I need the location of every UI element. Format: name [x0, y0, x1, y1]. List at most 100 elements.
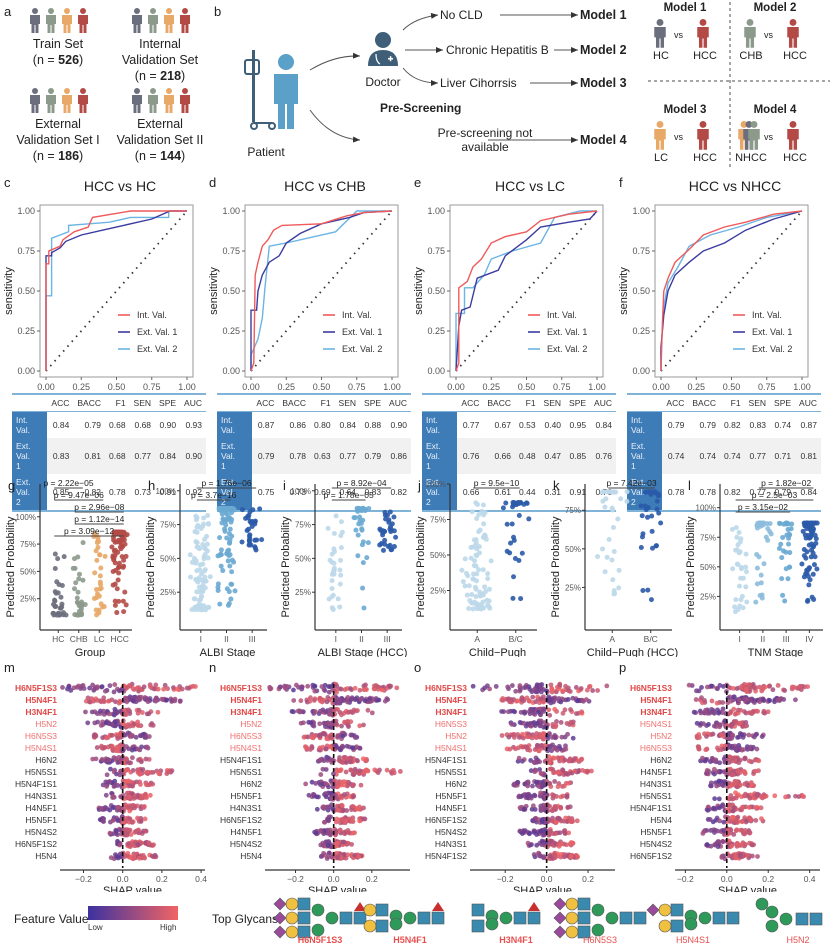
data-point	[487, 605, 493, 611]
shap-row	[291, 694, 391, 706]
data-point	[360, 505, 366, 511]
shap-point	[552, 779, 558, 784]
data-point	[355, 553, 361, 559]
shap-point	[584, 687, 590, 693]
shap-row	[108, 850, 159, 862]
data-point	[59, 583, 65, 589]
table-column-header: BACC	[73, 394, 105, 412]
p-value-label: p = 2.96e−08	[74, 502, 124, 512]
data-point	[215, 587, 221, 593]
feature-label: H4N5F1	[435, 803, 467, 813]
shap-point	[350, 745, 355, 751]
table-cell: 0.66	[483, 438, 515, 474]
shap-row	[318, 850, 365, 861]
shap-point	[342, 755, 348, 760]
shap-point	[720, 700, 726, 705]
table-cell: 0.90	[390, 420, 407, 430]
data-point	[191, 596, 197, 602]
shap-point	[753, 768, 758, 774]
table-column-header: AUC	[795, 394, 821, 412]
shap-point	[136, 685, 142, 690]
table-cell: 0.74	[662, 438, 689, 474]
table-cell: 0.74	[688, 438, 720, 474]
data-point	[200, 582, 206, 588]
shap-point	[541, 699, 546, 705]
shap-point	[124, 767, 130, 773]
data-point	[74, 612, 80, 618]
data-point	[218, 547, 224, 553]
shap-point	[76, 683, 81, 689]
data-point	[387, 524, 393, 530]
shap-point	[554, 719, 559, 724]
shap-point	[755, 854, 760, 859]
shap-point	[339, 802, 345, 808]
shap-point	[552, 852, 558, 858]
shap-point	[373, 696, 379, 701]
shap-point	[720, 839, 726, 844]
y-tick-label: 0.00	[222, 366, 240, 376]
shap-point	[112, 709, 118, 715]
shap-point	[559, 784, 565, 789]
x-tick-label: 0.0	[117, 874, 129, 884]
data-point	[524, 500, 530, 506]
shap-point	[721, 683, 726, 689]
x-axis-label: ALBI Stage (HCC)	[318, 647, 408, 657]
shap-point	[579, 709, 585, 715]
shap-point	[169, 768, 175, 774]
shap-point	[552, 706, 558, 712]
shap-point	[534, 842, 540, 848]
shap-point	[68, 688, 74, 693]
data-point	[804, 549, 810, 555]
data-point	[239, 539, 245, 545]
data-point	[779, 576, 785, 582]
data-point	[785, 576, 791, 582]
data-point	[124, 532, 130, 538]
data-point	[338, 519, 344, 525]
shap-point	[107, 830, 113, 836]
shap-point	[564, 793, 570, 799]
shap-point	[721, 803, 726, 809]
data-point	[338, 545, 344, 551]
shap-point	[94, 698, 100, 703]
shap-point	[108, 766, 113, 772]
p-value-label: p = 3.7e−16	[191, 490, 237, 500]
shap-row	[104, 766, 175, 778]
data-point	[74, 595, 80, 601]
shap-point	[103, 792, 109, 798]
shap-point	[298, 720, 304, 726]
data-point	[606, 537, 612, 543]
y-tick-label: 25%	[430, 587, 446, 596]
shap-point	[534, 742, 540, 748]
data-point	[601, 489, 607, 495]
data-point	[804, 567, 810, 573]
shap-point	[565, 731, 570, 737]
table-cell: 0.66	[462, 487, 480, 497]
shap-point	[805, 684, 810, 690]
y-axis-label: Predicted Probability	[5, 516, 17, 617]
shap-point	[754, 793, 760, 799]
data-point	[223, 522, 229, 528]
shap-point	[291, 698, 297, 703]
p-value-label: p = 7.42e−03	[606, 478, 656, 488]
data-point	[199, 577, 205, 583]
shap-point	[728, 766, 733, 772]
metrics-table: ACC BACC F1 SEN SPE AUC Int. Val. 0.79 0.79 0.82 0…	[627, 393, 821, 512]
data-point	[603, 496, 609, 502]
data-point	[473, 578, 479, 584]
shap-point	[546, 817, 552, 823]
y-axis-label: Predicted Probability	[280, 516, 292, 617]
data-point	[380, 547, 386, 553]
data-point	[611, 591, 617, 597]
shap-point	[331, 707, 337, 713]
data-point	[386, 517, 392, 523]
table-cell: 0.40	[544, 420, 562, 430]
data-point	[73, 580, 79, 586]
shap-point	[753, 818, 759, 823]
shap-point	[528, 706, 534, 712]
shap-row	[693, 694, 798, 706]
shap-point	[555, 784, 561, 790]
shap-point	[570, 735, 576, 741]
x-tick-label: III	[249, 634, 256, 644]
table-cell: 0.78	[278, 438, 310, 474]
